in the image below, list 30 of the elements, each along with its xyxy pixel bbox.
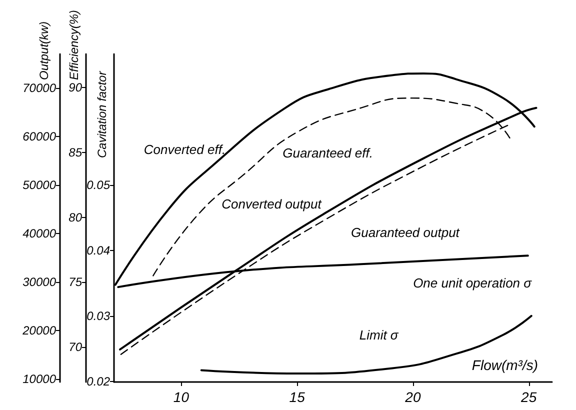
y3-tick-label: 0.04 <box>86 243 110 258</box>
y-tick-label: 30000 <box>22 275 56 290</box>
x-tick-label: 20 <box>404 389 421 405</box>
x-tick-label: 25 <box>520 389 537 405</box>
y-tick-label: 70000 <box>22 80 56 95</box>
y3-tick-label: 0.03 <box>86 308 110 323</box>
y2-axis-title: Efficiency(%) <box>67 10 81 80</box>
y-axis-title: Output(kw) <box>37 21 51 80</box>
y2-tick-label: 85 <box>68 146 82 160</box>
series-label: Limit σ <box>359 327 400 342</box>
series-label: Guaranteed eff. <box>282 145 373 160</box>
y2-tick-label: 80 <box>68 210 82 224</box>
series-label: Converted eff. <box>144 142 226 157</box>
series-label: Guaranteed output <box>350 224 461 240</box>
series-label: Converted output <box>222 196 323 212</box>
y2-tick-label: 90 <box>68 80 82 95</box>
series-label: One unit operation σ <box>413 276 533 291</box>
y2-tick-label: 70 <box>68 340 82 354</box>
y3-tick-label: 0.05 <box>86 178 110 192</box>
x-tick-label: 15 <box>289 389 306 405</box>
x-axis-title: Flow(m³/s) <box>472 357 538 373</box>
y2-tick-label: 75 <box>68 275 82 290</box>
y-tick-label: 50000 <box>22 178 56 192</box>
x-tick-label: 10 <box>173 389 190 405</box>
y-tick-label: 10000 <box>22 372 56 386</box>
y3-axis-title: Cavitation factor <box>95 70 109 158</box>
y-tick-label: 40000 <box>22 226 56 241</box>
y-tick-label: 20000 <box>22 324 56 338</box>
y3-tick-label: 0.02 <box>86 374 110 388</box>
y-tick-label: 60000 <box>22 129 56 144</box>
